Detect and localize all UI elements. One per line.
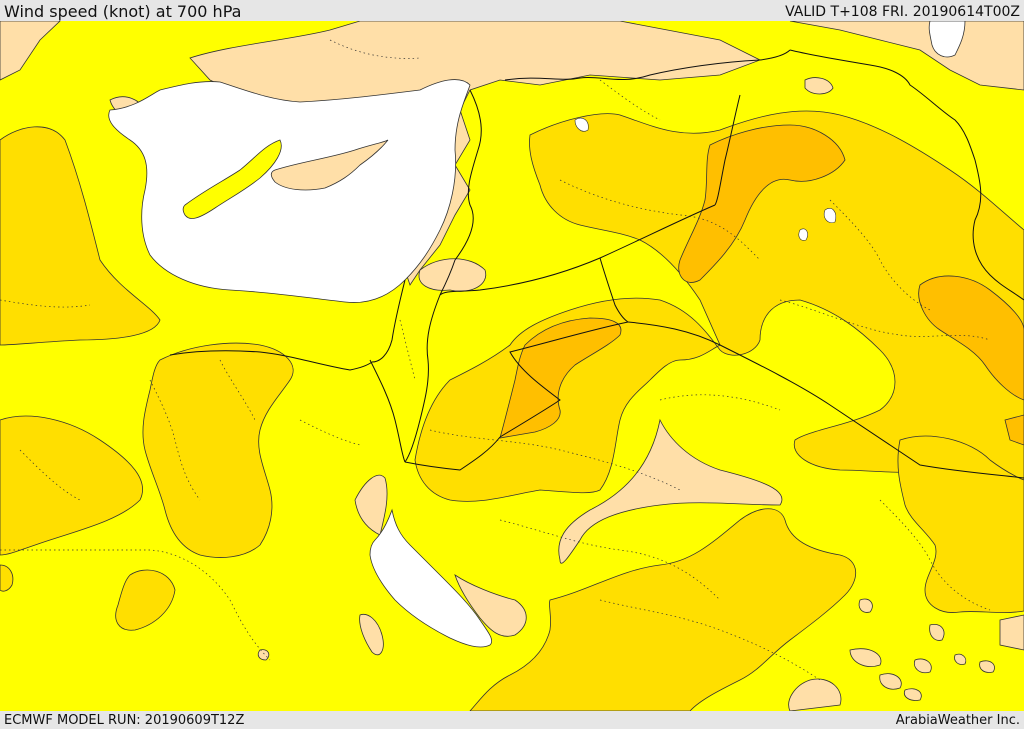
model-run-label: ECMWF MODEL RUN: 20190609T12Z <box>4 713 245 728</box>
region-boundaries <box>0 39 991 681</box>
map-title: Wind speed (knot) at 700 hPa <box>4 2 242 21</box>
national-borders <box>169 49 1024 479</box>
small-water-bodies <box>574 117 837 241</box>
sea-areas <box>108 21 966 648</box>
crete-band <box>182 139 282 219</box>
footer-bar <box>0 711 1024 729</box>
header-bar <box>0 0 1024 21</box>
credit-label: ArabiaWeather Inc. <box>895 713 1020 728</box>
island-patches <box>182 139 389 219</box>
low-wind-areas <box>0 21 1024 711</box>
cyprus <box>270 139 389 191</box>
wind-speed-map <box>0 21 1024 711</box>
valid-time: VALID T+108 FRI. 20190614T00Z <box>785 4 1020 20</box>
moderate-wind-areas <box>0 110 1024 711</box>
strong-wind-areas <box>499 124 1024 446</box>
